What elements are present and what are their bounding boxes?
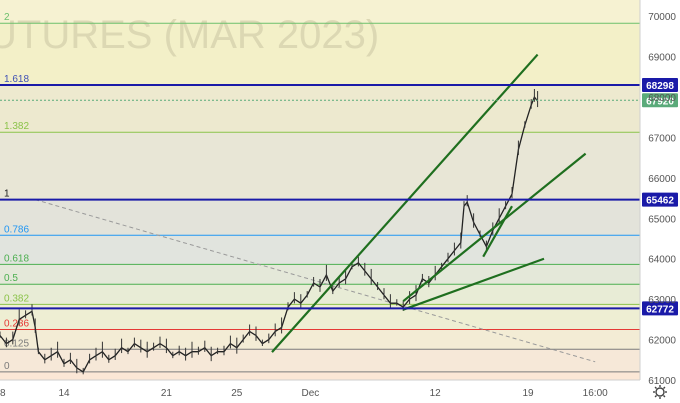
y-tick-label: 68000	[648, 93, 676, 104]
gear-icon-tooth	[654, 386, 657, 389]
fib-band	[0, 84, 640, 133]
y-tick-label: 63000	[648, 295, 676, 306]
fib-band	[0, 284, 640, 305]
trendlines	[271, 53, 587, 353]
gear-icon-tooth	[654, 395, 657, 398]
y-tick-label: 69000	[648, 53, 676, 64]
price-level-badge-text: 65462	[646, 196, 674, 207]
gear-icon-ring	[655, 387, 665, 397]
y-tick-label: 66000	[648, 174, 676, 185]
fib-band	[0, 264, 640, 285]
fib-band	[0, 349, 640, 372]
fib-level-label: 1	[4, 189, 10, 200]
fib-band	[0, 371, 640, 380]
fib-level-label: 0.618	[4, 253, 29, 264]
price-level-badge	[642, 192, 678, 207]
fib-level-label: 1.382	[4, 121, 29, 132]
watermark-text: UTURES (MAR 2023)	[0, 13, 379, 57]
last-price-badge	[642, 93, 678, 108]
fib-band	[0, 23, 640, 85]
price-level-badge-text: 68298	[646, 81, 674, 92]
fib-band	[0, 235, 640, 265]
fib-level-label: 0.236	[4, 318, 29, 329]
x-tick-label: 12	[430, 388, 442, 399]
horizontal-lines: 68298 65462 62772 67920	[0, 77, 678, 316]
gear-icon-tooth	[663, 395, 666, 398]
price-series	[0, 89, 539, 375]
y-tick-label: 62000	[648, 336, 676, 347]
fib-level-label: 0	[4, 361, 10, 372]
x-tick-label: 14	[58, 388, 70, 399]
fib-level-label: 1.618	[4, 74, 29, 85]
price-line	[0, 95, 539, 373]
gear-icon-tooth	[663, 386, 666, 389]
y-tick-label: 67000	[648, 133, 676, 144]
fib-bands	[0, 0, 640, 380]
y-tick-label: 65000	[648, 214, 676, 225]
x-tick-label: 21	[161, 388, 173, 399]
last-price-badge-text: 67920	[646, 96, 674, 107]
x-tick-label: Dec	[302, 388, 320, 399]
fib-level-label: 0.786	[4, 224, 29, 235]
x-tick-label: 16:00	[583, 388, 608, 399]
fib-level-label: 0.5	[4, 273, 18, 284]
x-tick-label: 19	[522, 388, 534, 399]
x-tick-label: 8	[0, 388, 6, 399]
price-level-badge	[642, 301, 678, 316]
gear-icon[interactable]	[653, 385, 667, 399]
y-tick-label: 70000	[648, 12, 676, 23]
dashed-line	[35, 199, 596, 363]
fib-band	[0, 132, 640, 200]
trendline	[402, 257, 545, 311]
trendline	[271, 53, 539, 353]
fib-level-label: 2	[4, 12, 10, 23]
x-tick-label: 25	[231, 388, 243, 399]
fib-level-label: 0.382	[4, 293, 29, 304]
price-level-badge	[642, 77, 678, 92]
y-tick-label: 61000	[648, 376, 676, 387]
trendline	[482, 205, 513, 258]
dashed-trend-line	[35, 199, 596, 363]
fib-level-label: 0.125	[4, 338, 29, 349]
fib-band	[0, 329, 640, 350]
y-tick-label: 64000	[648, 255, 676, 266]
price-level-badge-text: 62772	[646, 304, 674, 315]
trendline	[402, 152, 587, 303]
fib-band	[0, 199, 640, 236]
